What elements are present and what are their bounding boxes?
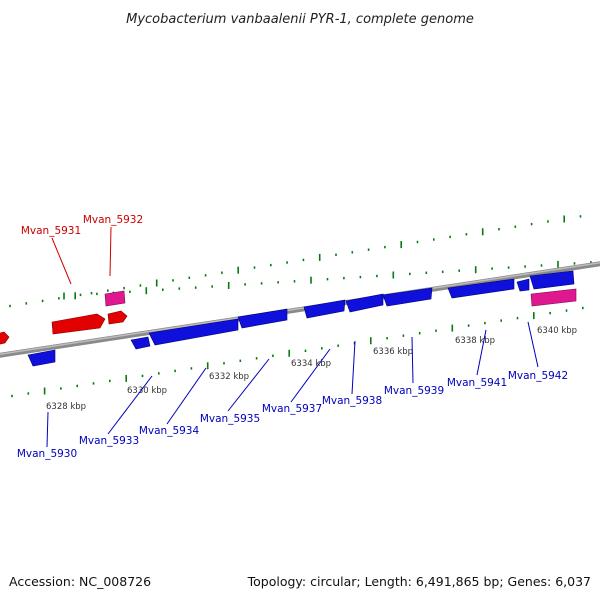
- accession-text: Accession: NC_008726: [9, 574, 151, 589]
- gene-feature-left-edge[interactable]: [0, 331, 10, 345]
- gene-feature-mvan_5938[interactable]: [345, 293, 384, 313]
- gene-label-leaders: [46, 226, 539, 448]
- gene-feature-small-reverse[interactable]: [516, 278, 530, 292]
- gene-label-mvan_5935[interactable]: Mvan_5935: [200, 413, 260, 425]
- forward-genes: [0, 290, 128, 345]
- gene-feature-mvan_5932[interactable]: [107, 310, 128, 325]
- gene-feature-mvan_5942[interactable]: [530, 288, 577, 307]
- tick-labels: 6328 kbp 6330 kbp 6332 kbp 6334 kbp 6336…: [46, 326, 577, 412]
- gene-feature-large-reverse[interactable]: [529, 270, 575, 290]
- gene-feature-mvan_5934[interactable]: [148, 318, 239, 346]
- gene-labels: Mvan_5931 Mvan_5932 Mvan_5930 Mvan_5933 …: [17, 214, 568, 460]
- tick-label-6338: 6338 kbp: [455, 336, 495, 346]
- genome-backbone: [0, 261, 600, 358]
- tick-label-6336: 6336 kbp: [373, 347, 413, 357]
- gene-label-mvan_5938[interactable]: Mvan_5938: [322, 395, 382, 407]
- reverse-genes: [27, 270, 577, 367]
- gene-feature-mvan_5941[interactable]: [447, 278, 515, 299]
- gene-label-mvan_5931[interactable]: Mvan_5931: [21, 225, 81, 237]
- tick-row-upper-outer: [9, 215, 582, 308]
- gene-label-mvan_5937[interactable]: Mvan_5937: [262, 403, 322, 415]
- tick-label-6340: 6340 kbp: [537, 326, 577, 336]
- tick-row-lower: [11, 306, 584, 398]
- gene-feature-mvan_5939[interactable]: [382, 287, 433, 307]
- tick-row-upper-inner: [63, 260, 592, 300]
- gene-label-mvan_5941[interactable]: Mvan_5941: [447, 377, 507, 389]
- gene-feature-mvan_5930[interactable]: [27, 349, 56, 367]
- gene-feature-mvan_5931[interactable]: [51, 313, 106, 335]
- tick-label-6330: 6330 kbp: [127, 386, 167, 396]
- tick-label-6328: 6328 kbp: [46, 402, 86, 412]
- gene-feature-mvan_5935[interactable]: [237, 308, 288, 329]
- gene-label-mvan_5933[interactable]: Mvan_5933: [79, 435, 139, 447]
- gene-label-mvan_5934[interactable]: Mvan_5934: [139, 425, 200, 437]
- tick-label-6334: 6334 kbp: [291, 359, 331, 369]
- gene-feature-mvan_5937[interactable]: [303, 299, 346, 319]
- genome-title: Mycobacterium vanbaalenii PYR-1, complet…: [126, 12, 474, 27]
- gene-label-mvan_5939[interactable]: Mvan_5939: [384, 385, 444, 397]
- gene-feature-mvan_5933[interactable]: [130, 336, 151, 350]
- genome-summary-text: Topology: circular; Length: 6,491,865 bp…: [247, 574, 591, 589]
- gene-label-mvan_5932[interactable]: Mvan_5932: [83, 214, 143, 226]
- gene-label-mvan_5942[interactable]: Mvan_5942: [508, 370, 568, 382]
- tick-label-6332: 6332 kbp: [209, 372, 249, 382]
- gene-label-mvan_5930[interactable]: Mvan_5930: [17, 448, 77, 460]
- rna-feature-upper[interactable]: [104, 290, 126, 307]
